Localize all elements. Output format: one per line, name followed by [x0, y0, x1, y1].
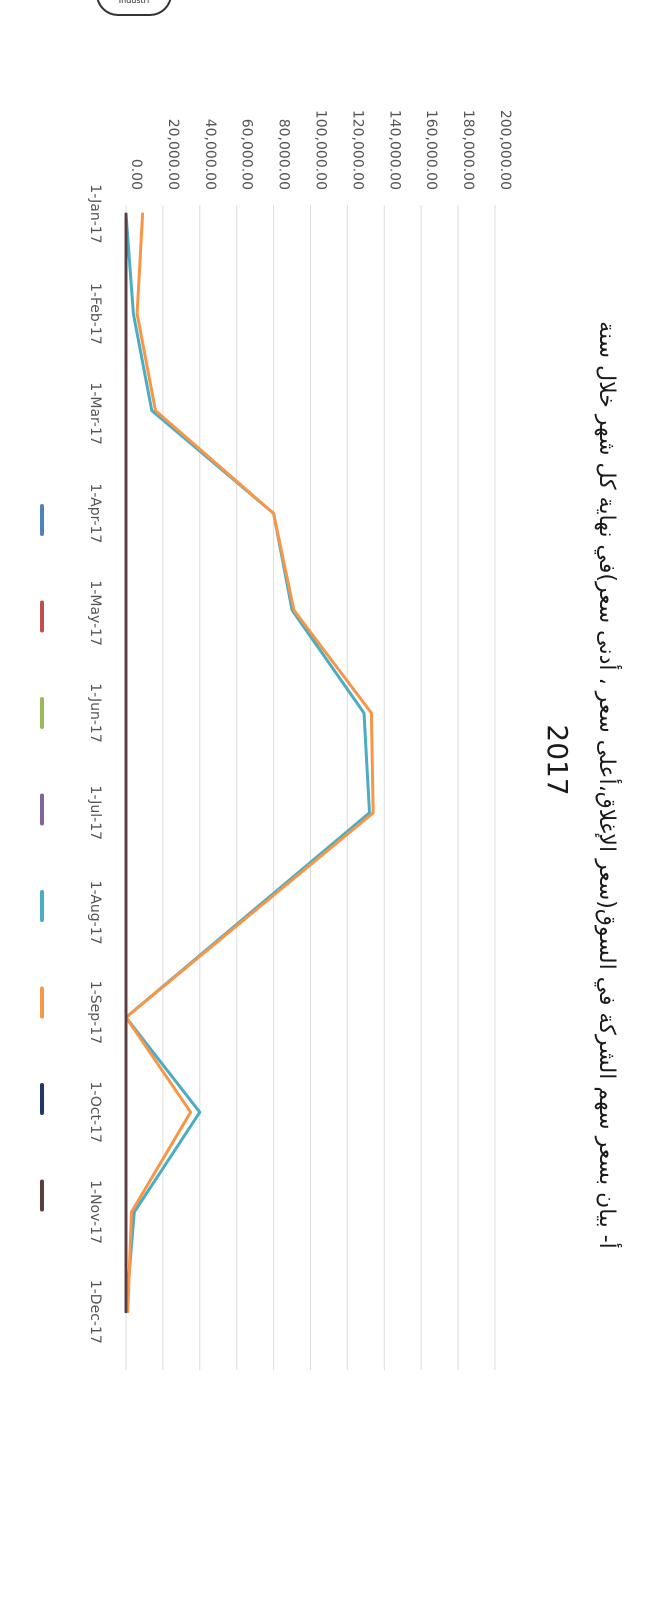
- series-line: [124, 212, 371, 1314]
- y-tick-label: 120,000.00: [349, 110, 365, 190]
- y-tick-label: 200,000.00: [497, 110, 513, 190]
- x-tick-label: 1-Sep-17: [87, 981, 103, 1044]
- y-tick-label: 20,000.00: [165, 119, 181, 190]
- x-tick-label: 1-Feb-17: [87, 283, 103, 345]
- x-tick-label: 1-Jun-17: [87, 683, 103, 742]
- y-tick-label: 180,000.00: [460, 110, 476, 190]
- x-tick-label: 1-Jul-17: [87, 786, 103, 841]
- y-tick-label: 60,000.00: [239, 119, 255, 190]
- chart-title-year: 2017: [541, 724, 574, 795]
- x-tick-label: 1-Nov-17: [87, 1180, 103, 1244]
- series-line: [124, 212, 375, 1314]
- y-tick-label: 80,000.00: [276, 119, 292, 190]
- y-tick-label: 100,000.00: [313, 110, 329, 190]
- x-tick-label: 1-Apr-17: [87, 483, 103, 543]
- y-tick-label: 0.00: [128, 159, 144, 190]
- y-tick-label: 40,000.00: [202, 119, 218, 190]
- x-tick-label: 1-Jan-17: [87, 184, 103, 243]
- x-tick-label: 1-Aug-17: [87, 881, 103, 945]
- x-tick-label: 1-Mar-17: [87, 382, 103, 444]
- chart-title: أ- بيان بسعر سهم الشركة في السوق(سعر الإ…: [594, 321, 622, 1249]
- x-tick-label: 1-May-17: [87, 580, 103, 646]
- gridlines: [125, 205, 496, 1370]
- x-tick-label: 1-Oct-17: [87, 1081, 103, 1142]
- x-tick-label: 1-Dec-17: [87, 1280, 103, 1344]
- y-tick-label: 160,000.00: [423, 110, 439, 190]
- y-tick-label: 140,000.00: [386, 110, 402, 190]
